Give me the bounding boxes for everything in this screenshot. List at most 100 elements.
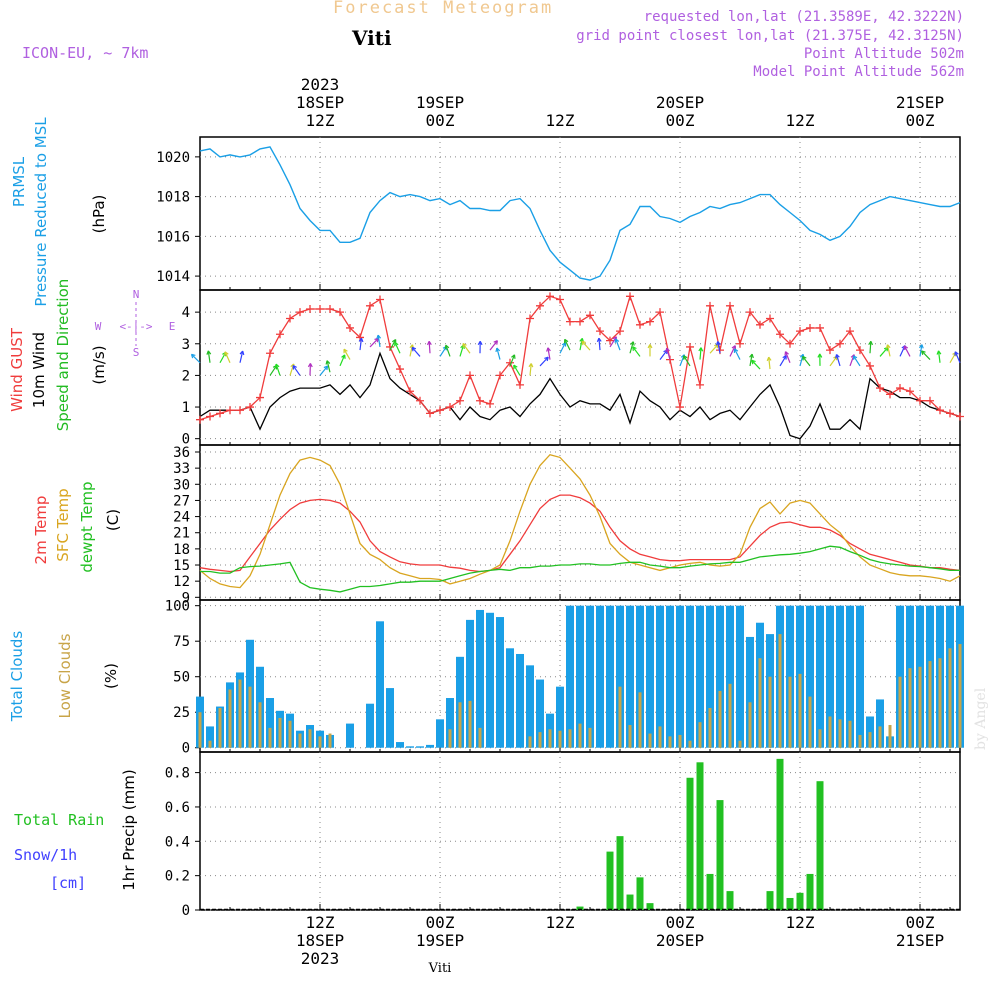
label-snow: Snow/1h (14, 846, 77, 864)
label-wind-direction: Speed and Direction (54, 279, 72, 432)
gust-marker (636, 320, 644, 329)
rain-bar (766, 891, 774, 910)
cloud-low-bar (528, 736, 532, 748)
direction-arrow-head (544, 356, 549, 362)
cloud-total-bar (706, 605, 714, 748)
direction-arrow (513, 364, 521, 376)
label-total-clouds: Total Clouds (8, 631, 26, 723)
direction-arrow (529, 363, 532, 376)
gust-marker (676, 403, 684, 412)
panel-frame-pressure (199, 136, 961, 291)
gust-marker (206, 412, 214, 421)
time-label-top: 00Z (906, 111, 935, 130)
y-tick-label: 0 (182, 741, 190, 757)
direction-arrow-head (274, 363, 280, 369)
rain-bar (646, 903, 654, 910)
dewpt-line (200, 545, 960, 593)
cloud-total-bar (876, 699, 884, 748)
cloud-total-bar (816, 605, 824, 748)
cloud-low-bar (618, 686, 622, 748)
cloud-total-bar (416, 746, 424, 748)
direction-arrow (275, 363, 281, 376)
cloud-low-bar (798, 673, 802, 748)
cloud-low-bar (478, 727, 482, 748)
cloud-low-bar (308, 729, 312, 748)
direction-arrow-head (462, 343, 467, 348)
direction-arrow-head (749, 353, 754, 359)
cloud-total-bar (666, 605, 674, 748)
direction-arrow (191, 353, 201, 364)
cloud-low-bar (298, 733, 302, 748)
y-tick-label: 9 (182, 590, 190, 606)
y-tick-label: 33 (173, 461, 190, 477)
direction-arrow (445, 344, 451, 357)
direction-arrow (869, 341, 872, 354)
gust-marker (436, 406, 444, 415)
gust-marker (856, 346, 864, 355)
gust-marker (416, 396, 424, 405)
gust-marker (616, 327, 624, 336)
label-snow-unit: [cm] (50, 874, 86, 892)
gust-marker (646, 317, 654, 326)
gust-marker (556, 295, 564, 304)
direction-arrow-head (546, 347, 551, 352)
direction-arrow (709, 343, 719, 354)
direction-arrow (559, 342, 566, 354)
direction-arrow-head (376, 334, 382, 340)
direction-arrow (886, 344, 891, 357)
cloud-total-bar (636, 605, 644, 748)
y-tick-label: 12 (173, 574, 190, 590)
direction-arrow (768, 357, 771, 370)
cloud-low-bar (208, 740, 212, 748)
gust-marker (316, 304, 324, 313)
direction-arrow (319, 365, 329, 376)
direction-arrow-head (307, 363, 313, 368)
tsfc-line (199, 453, 961, 589)
gust-marker (516, 380, 524, 389)
label-precip-unit: 1hr Precip (mm) (120, 769, 138, 890)
label-pressure-unit: (hPa) (90, 195, 108, 234)
cloud-total-bar (506, 648, 514, 748)
direction-arrow (539, 356, 549, 367)
cloud-total-bar (426, 744, 434, 748)
gust-marker (256, 393, 264, 402)
label-2m-temp: 2m Temp (32, 496, 50, 565)
direction-arrow-head (563, 338, 569, 344)
cloud-low-bar (838, 719, 842, 748)
cloud-low-bar (808, 696, 812, 748)
y-tick-label: 0 (182, 903, 190, 919)
cloud-low-bar (958, 644, 962, 748)
direction-arrow (369, 337, 379, 348)
cloud-total-bar (516, 653, 524, 748)
gust-marker (946, 409, 954, 418)
rain-bar (716, 800, 724, 910)
gust-marker (566, 317, 574, 326)
cloud-low-bar (758, 658, 762, 748)
cloud-total-bar (206, 726, 214, 748)
y-tick-label: 4 (182, 305, 190, 321)
cloud-low-bar (938, 658, 942, 748)
direction-arrow-head (206, 350, 212, 355)
direction-arrow-head (394, 341, 399, 347)
cloud-low-bar (228, 689, 232, 748)
cloud-low-bar (678, 734, 682, 748)
gust-marker (686, 342, 694, 351)
cloud-low-bar (638, 692, 642, 748)
cloud-low-bar (318, 736, 322, 748)
cloud-total-bar (826, 605, 834, 748)
pressure-line (199, 146, 961, 281)
requested-coords: requested lon,lat (21.3589E, 42.3222N) (643, 9, 964, 25)
direction-arrow-head (683, 355, 688, 360)
direction-arrow (903, 345, 911, 357)
cloud-low-bar (898, 676, 902, 748)
gust-marker (296, 308, 304, 317)
y-tick-label: 18 (173, 542, 190, 558)
cloud-low-bar (468, 700, 472, 748)
direction-arrow (509, 354, 516, 367)
cloud-total-bar (536, 679, 544, 748)
cloud-low-bar (238, 679, 242, 748)
cloud-total-bar (266, 698, 274, 748)
direction-arrow-head (852, 355, 858, 360)
cloud-low-bar (278, 717, 282, 748)
time-label-bottom: 19SEP (416, 931, 464, 950)
